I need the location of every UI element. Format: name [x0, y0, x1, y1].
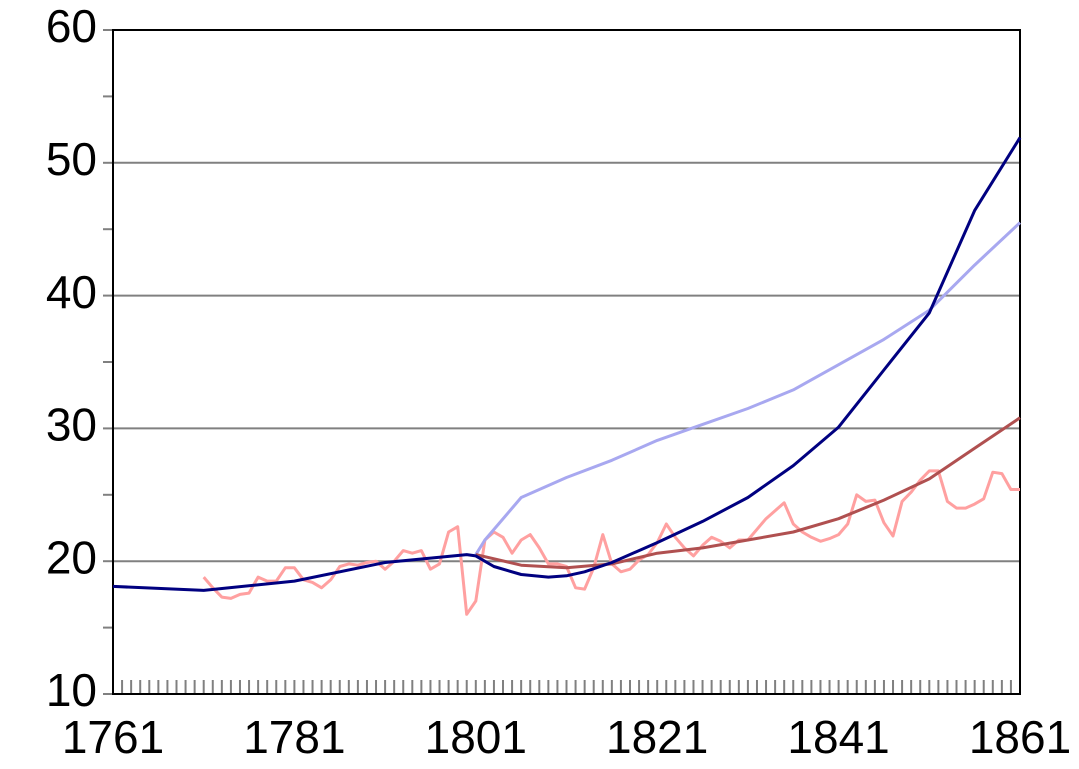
y-tick-label: 50	[46, 133, 97, 185]
y-tick-label: 20	[46, 531, 97, 583]
series-line	[474, 221, 1022, 556]
series-line	[475, 416, 1021, 570]
series-line	[112, 136, 1022, 592]
x-tick-label: 1821	[606, 711, 708, 763]
x-tick-label: 1841	[787, 711, 889, 763]
x-tick-label: 1761	[62, 711, 164, 763]
x-tick-label: 1781	[243, 711, 345, 763]
x-tick-label: 1801	[425, 711, 527, 763]
plot-frame	[112, 29, 1021, 695]
x-tick-label: 1861	[969, 711, 1071, 763]
y-tick-label: 60	[46, 0, 97, 52]
y-tick-label: 30	[46, 399, 97, 451]
y-tick-label: 40	[46, 266, 97, 318]
y-tick-label: 10	[46, 664, 97, 716]
